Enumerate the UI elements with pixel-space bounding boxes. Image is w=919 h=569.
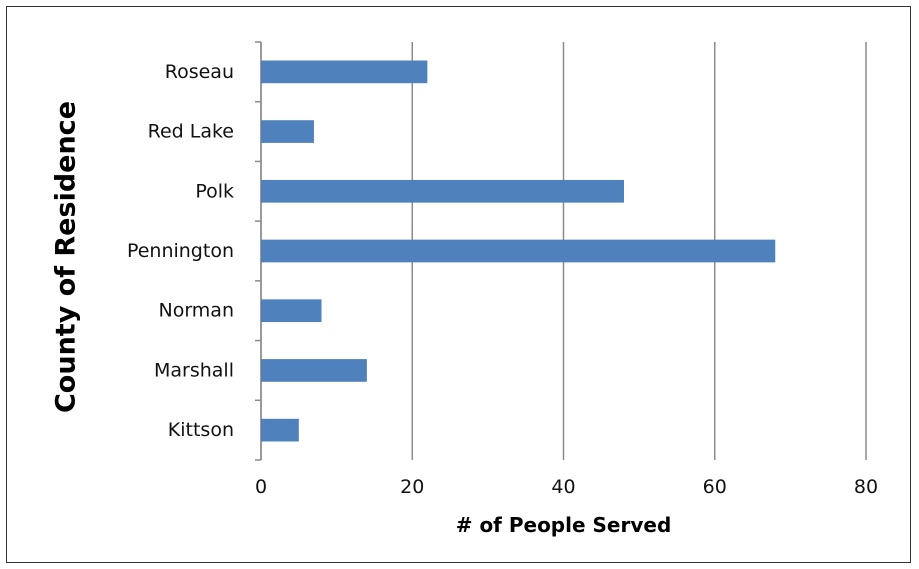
category-label-marshall: Marshall xyxy=(154,359,234,381)
chart-frame xyxy=(6,6,911,563)
y-axis-title: County of Residence xyxy=(51,101,82,413)
category-labels: Kittson Marshall Norman Pennington Polk Red L… xyxy=(127,61,234,441)
bar-pennington xyxy=(261,239,776,263)
bar-marshall xyxy=(261,359,367,382)
bars xyxy=(261,60,776,442)
category-label-polk: Polk xyxy=(195,180,234,202)
x-tick-label-60: 60 xyxy=(703,476,727,498)
category-label-pennington: Pennington xyxy=(127,240,234,262)
bar-polk xyxy=(261,179,624,203)
x-tick-label-80: 80 xyxy=(854,476,878,498)
bar-norman xyxy=(261,299,322,323)
x-tick-label-0: 0 xyxy=(255,476,267,498)
x-tick-labels: 0 20 40 60 80 xyxy=(255,476,878,498)
category-label-kittson: Kittson xyxy=(168,419,234,441)
category-label-red-lake: Red Lake xyxy=(148,121,234,143)
bar-kittson xyxy=(261,418,299,442)
bar-roseau xyxy=(261,60,428,84)
x-tick-label-40: 40 xyxy=(551,476,575,498)
bar-red-lake xyxy=(261,120,314,143)
category-label-norman: Norman xyxy=(158,300,234,322)
x-axis-title: # of People Served xyxy=(456,513,672,537)
x-tick-label-20: 20 xyxy=(400,476,424,498)
category-label-roseau: Roseau xyxy=(165,61,234,83)
